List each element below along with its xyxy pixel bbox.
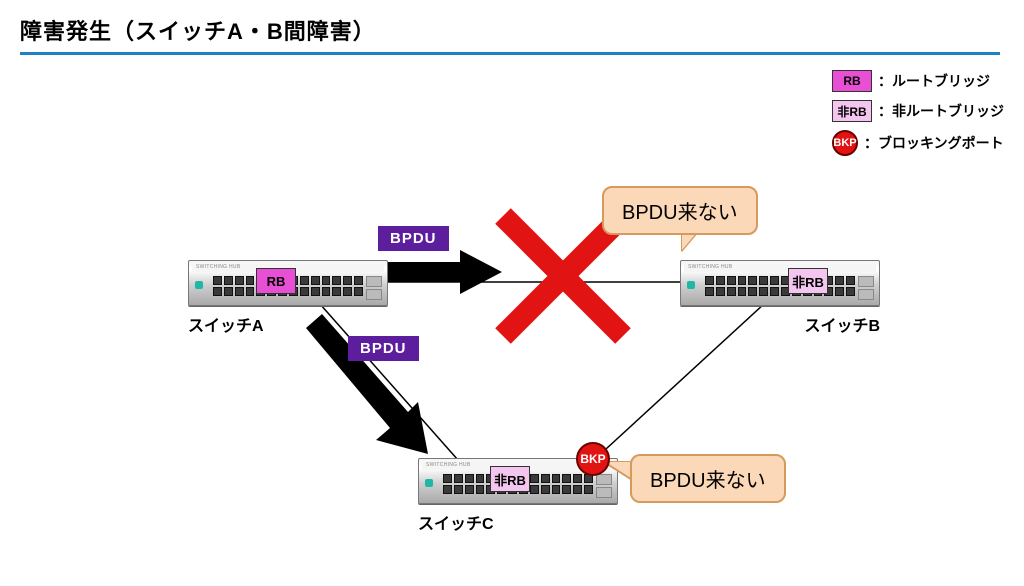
- title-underline: [20, 52, 1000, 55]
- speech-bubble-1: BPDU来ない: [630, 454, 786, 503]
- bpdu-label-0: BPDU: [378, 226, 449, 251]
- power-led-icon: [195, 281, 203, 289]
- legend-row-rb: RB ：ルートブリッジ: [832, 70, 1004, 92]
- failure-x-icon: [503, 216, 623, 336]
- switch-label: スイッチC: [418, 510, 618, 534]
- legend-label-bkp: ：ブロッキングポート: [864, 133, 1004, 153]
- switch-B: SWITCHING HUB非RB スイッチB: [680, 260, 880, 336]
- bpdu-label-1: BPDU: [348, 336, 419, 361]
- aux-slots: [858, 276, 874, 300]
- legend-row-nonrb: 非RB ：非ルートブリッジ: [832, 100, 1004, 122]
- speech-bubble-0: BPDU来ない: [602, 186, 758, 235]
- legend-label-nonrb: ：非ルートブリッジ: [878, 101, 1004, 121]
- legend-badge-bkp: BKP: [832, 130, 858, 156]
- legend-badge-nonrb: 非RB: [832, 100, 872, 122]
- power-led-icon: [425, 479, 433, 487]
- ports: [705, 276, 855, 299]
- aux-slots: [366, 276, 382, 300]
- switch-body: SWITCHING HUB: [680, 260, 880, 306]
- power-led-icon: [687, 281, 695, 289]
- legend-badge-rb: RB: [832, 70, 872, 92]
- nonrb-badge: 非RB: [490, 466, 530, 492]
- switch-label: スイッチB: [680, 312, 880, 336]
- bkp-port-icon: BKP: [576, 442, 610, 476]
- diagram-canvas: RB ：ルートブリッジ 非RB ：非ルートブリッジ BKP ：ブロッキングポート…: [0, 60, 1024, 580]
- switch-top-label: SWITCHING HUB: [684, 264, 876, 272]
- legend-row-bkp: BKP ：ブロッキングポート: [832, 130, 1004, 156]
- nonrb-badge: 非RB: [788, 268, 828, 294]
- rb-badge: RB: [256, 268, 296, 294]
- page-title: 障害発生（スイッチA・B間障害）: [20, 14, 1004, 46]
- switch-A: SWITCHING HUBRBスイッチA: [188, 260, 388, 336]
- legend-label-rb: ：ルートブリッジ: [878, 71, 990, 91]
- failure-x-icon: [503, 216, 623, 336]
- switch-label: スイッチA: [188, 312, 388, 336]
- legend: RB ：ルートブリッジ 非RB ：非ルートブリッジ BKP ：ブロッキングポート: [832, 70, 1004, 164]
